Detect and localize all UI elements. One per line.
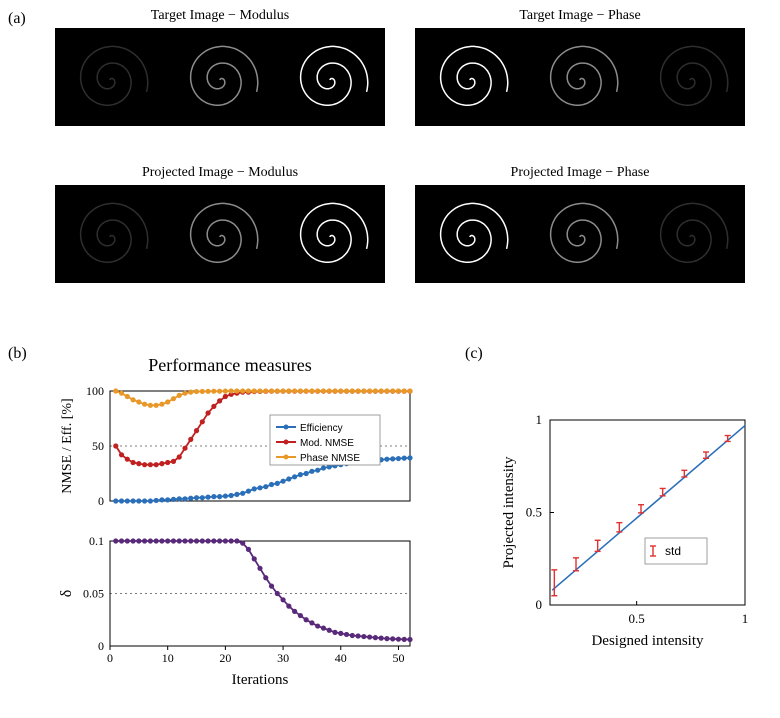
svg-text:0.5: 0.5 <box>526 505 542 520</box>
projected-phase-img <box>415 185 745 283</box>
projected-modulus-svg <box>55 185 385 283</box>
svg-text:Projected intensity: Projected intensity <box>501 456 517 569</box>
label-a: (a) <box>8 10 26 28</box>
title-target-modulus: Target Image − Modulus <box>55 8 385 24</box>
projected-phase-svg <box>415 185 745 283</box>
svg-text:Iterations: Iterations <box>232 672 289 688</box>
target-phase-img <box>415 28 745 126</box>
projected-modulus-img <box>55 185 385 283</box>
target-phase-svg <box>415 28 745 126</box>
target-modulus-img <box>55 28 385 126</box>
svg-text:0.5: 0.5 <box>629 611 645 626</box>
chart-b-title: Performance measures <box>55 355 405 376</box>
projected-modulus-panel: Projected Image − Modulus <box>55 165 385 283</box>
svg-text:20: 20 <box>219 651 231 665</box>
title-projected-phase: Projected Image − Phase <box>415 165 745 181</box>
projected-phase-panel: Projected Image − Phase <box>415 165 745 283</box>
svg-text:NMSE / Eff. [%]: NMSE / Eff. [%] <box>60 398 75 493</box>
svg-text:0: 0 <box>98 639 104 653</box>
label-b: (b) <box>8 345 27 363</box>
svg-text:Mod. NMSE: Mod. NMSE <box>300 438 354 449</box>
svg-text:100: 100 <box>86 384 104 398</box>
chart-b-bottom: 0 0.05 0.1 0 10 20 30 40 50 δ Iterations <box>55 531 425 696</box>
svg-text:Designed intensity: Designed intensity <box>591 633 704 649</box>
svg-text:0.1: 0.1 <box>89 534 104 548</box>
panel-c-area: 0 0.5 1 0.5 1 std Projected intensity Designed … <box>495 405 765 670</box>
target-modulus-panel: Target Image − Modulus <box>55 8 385 126</box>
svg-text:1: 1 <box>536 412 543 427</box>
svg-text:0: 0 <box>107 651 113 665</box>
svg-text:40: 40 <box>335 651 347 665</box>
title-target-phase: Target Image − Phase <box>415 8 745 24</box>
title-projected-modulus: Projected Image − Modulus <box>55 165 385 181</box>
svg-text:δ: δ <box>58 590 75 598</box>
label-c: (c) <box>465 345 483 363</box>
target-modulus-svg <box>55 28 385 126</box>
svg-text:30: 30 <box>277 651 289 665</box>
svg-text:50: 50 <box>92 439 104 453</box>
chart-c: 0 0.5 1 0.5 1 std Projected intensity Designed … <box>495 405 765 665</box>
panel-b-area: Performance measures 050100NMSE / Eff. [… <box>55 355 405 701</box>
svg-text:50: 50 <box>392 651 404 665</box>
chart-b-top: 0 50 100 NMSE / Eff. [%] Efficiency Mod. NMSE… <box>55 381 425 526</box>
svg-text:1: 1 <box>742 611 749 626</box>
svg-text:0.05: 0.05 <box>83 587 104 601</box>
svg-text:Phase NMSE: Phase NMSE <box>300 453 360 464</box>
target-phase-panel: Target Image − Phase <box>415 8 745 126</box>
svg-text:0: 0 <box>536 597 543 612</box>
svg-text:std: std <box>665 544 681 558</box>
svg-text:Efficiency: Efficiency <box>300 423 343 434</box>
svg-text:10: 10 <box>162 651 174 665</box>
svg-text:0: 0 <box>98 494 104 508</box>
